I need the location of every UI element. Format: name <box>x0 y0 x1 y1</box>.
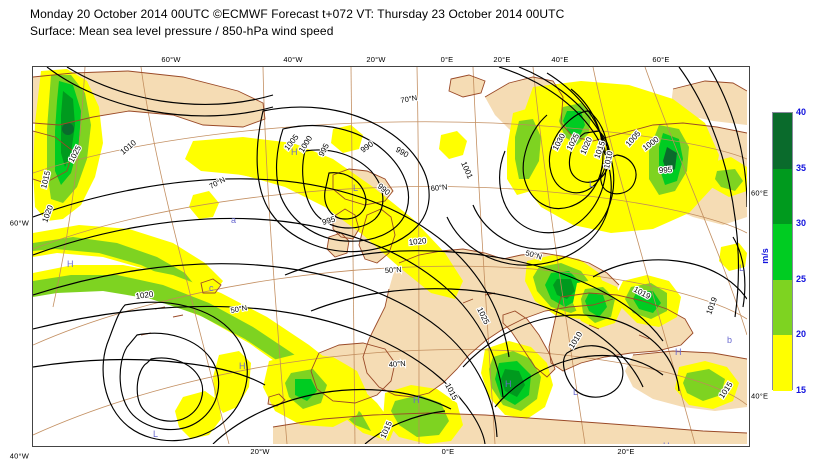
colorbar-tick-25: 25 <box>796 273 807 284</box>
axis-tick-top: 0°E <box>440 55 454 64</box>
svg-text:50°N: 50°N <box>385 265 402 275</box>
colorbar-band-25-30 <box>773 224 792 280</box>
map-canvas: 1015 1020 1025 1020 1010 1005 1000 995 9… <box>33 67 747 444</box>
pressure-centre-layer: H L H H H H H L L L L H b a c <box>67 147 744 444</box>
colorbar[interactable] <box>772 112 793 391</box>
colorbar-tick-15: 15 <box>796 385 807 395</box>
svg-text:1020: 1020 <box>135 290 154 301</box>
colorbar-tick-30: 30 <box>796 218 807 229</box>
axis-tick-bottom: 0°E <box>441 447 455 456</box>
colorbar-tick-35: 35 <box>796 162 807 173</box>
pressure-centre-marker: a <box>231 215 236 225</box>
axis-tick-left: 40°W <box>9 451 29 461</box>
axis-tick-top: 60°W <box>161 55 181 64</box>
pressure-centre-H: H <box>67 259 74 269</box>
axis-tick-bottom: 20°E <box>617 447 635 456</box>
axis-tick-right: 40°E <box>751 391 769 401</box>
pressure-centre-H: H <box>413 395 420 405</box>
axis-tick-top: 40°W <box>283 55 303 64</box>
svg-text:995: 995 <box>659 165 673 175</box>
pressure-centre-H: H <box>291 147 298 157</box>
colorbar-band-35-40 <box>773 113 792 169</box>
colorbar-tick-40: 40 <box>796 107 807 117</box>
axis-tick-top: 20°W <box>366 55 386 64</box>
weather-map[interactable]: 1015 1020 1025 1020 1010 1005 1000 995 9… <box>32 66 750 447</box>
axis-tick-left: 60°W <box>9 218 29 228</box>
svg-text:1020: 1020 <box>408 236 427 247</box>
chart-title-block: Monday 20 October 2014 00UTC ©ECMWF Fore… <box>30 6 564 40</box>
colorbar-band-15-20 <box>773 335 792 391</box>
pressure-centre-L: L <box>573 387 578 397</box>
pressure-centre-marker: c <box>209 283 214 293</box>
pressure-centre-H: H <box>239 361 246 371</box>
pressure-centre-H: H <box>505 379 512 389</box>
axis-tick-top: 20°E <box>493 55 511 64</box>
axis-tick-bottom: 20°W <box>250 447 270 456</box>
axis-tick-top: 60°E <box>652 55 670 64</box>
colorbar-unit-label: m/s <box>759 248 770 264</box>
axis-tick-top: 40°E <box>551 55 569 64</box>
chart-title-line1: Monday 20 October 2014 00UTC ©ECMWF Fore… <box>30 7 565 21</box>
svg-text:50°N: 50°N <box>230 303 248 315</box>
isobar-layer <box>33 67 747 444</box>
coastline-layer <box>33 70 747 434</box>
pressure-centre-b: b <box>727 335 732 345</box>
svg-text:70°N: 70°N <box>400 93 418 105</box>
pressure-centre-L: L <box>739 263 744 273</box>
pressure-centre-H: H <box>675 347 682 357</box>
svg-text:40°N: 40°N <box>389 359 406 369</box>
axis-tick-right: 60°E <box>751 188 769 198</box>
colorbar-tick-20: 20 <box>796 329 807 340</box>
pressure-centre-L: L <box>353 183 358 193</box>
svg-text:60°N: 60°N <box>430 182 448 193</box>
chart-title-line2: Surface: Mean sea level pressure / 850-h… <box>30 24 334 38</box>
pressure-centre-L: L <box>153 429 158 439</box>
colorbar-band-30-35 <box>773 168 792 225</box>
colorbar-band-20-25 <box>773 279 792 336</box>
pressure-centre-H: H <box>663 441 670 444</box>
pressure-centre-L: L <box>589 179 594 189</box>
